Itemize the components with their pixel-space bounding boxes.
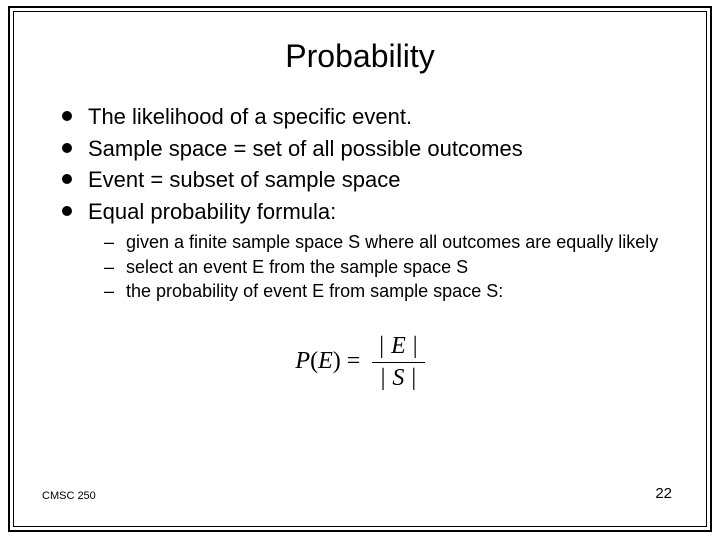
slide-title: Probability [34, 38, 686, 75]
formula-den-var: S [392, 365, 404, 391]
list-item: – the probability of event E from sample… [104, 280, 686, 303]
formula-numerator: | E | [372, 333, 424, 363]
footer-page-number: 22 [655, 485, 672, 502]
bullet-list: The likelihood of a specific event. Samp… [34, 103, 686, 225]
formula-num-var: E [391, 333, 406, 359]
slide-border-inner: Probability The likelihood of a specific… [13, 11, 707, 527]
sub-bullet-text: select an event E from the sample space … [126, 256, 468, 279]
list-item: The likelihood of a specific event. [62, 103, 686, 131]
dash-icon: – [104, 256, 114, 279]
list-item: Equal probability formula: [62, 198, 686, 226]
bullet-text: Sample space = set of all possible outco… [88, 135, 523, 163]
dash-icon: – [104, 280, 114, 303]
sub-bullet-text: given a finite sample space S where all … [126, 231, 658, 254]
bullet-icon [62, 143, 72, 153]
formula-fraction: | E | | S | [372, 333, 424, 392]
probability-formula: P(E) = | E | | S | [34, 333, 686, 392]
sub-bullet-text: the probability of event E from sample s… [126, 280, 503, 303]
footer-course: CMSC 250 [42, 490, 96, 502]
formula-denominator: | S | [372, 363, 424, 392]
bullet-icon [62, 206, 72, 216]
list-item: Sample space = set of all possible outco… [62, 135, 686, 163]
slide-content: Probability The likelihood of a specific… [34, 28, 686, 506]
slide-border-outer: Probability The likelihood of a specific… [8, 6, 712, 532]
list-item: – given a finite sample space S where al… [104, 231, 686, 254]
formula-lhs-func: P [295, 348, 310, 374]
bullet-text: The likelihood of a specific event. [88, 103, 412, 131]
bullet-text: Equal probability formula: [88, 198, 336, 226]
sub-bullet-list: – given a finite sample space S where al… [34, 231, 686, 303]
bullet-icon [62, 111, 72, 121]
dash-icon: – [104, 231, 114, 254]
formula-lhs-arg: E [318, 348, 333, 374]
list-item: – select an event E from the sample spac… [104, 256, 686, 279]
bullet-icon [62, 174, 72, 184]
list-item: Event = subset of sample space [62, 166, 686, 194]
bullet-text: Event = subset of sample space [88, 166, 400, 194]
